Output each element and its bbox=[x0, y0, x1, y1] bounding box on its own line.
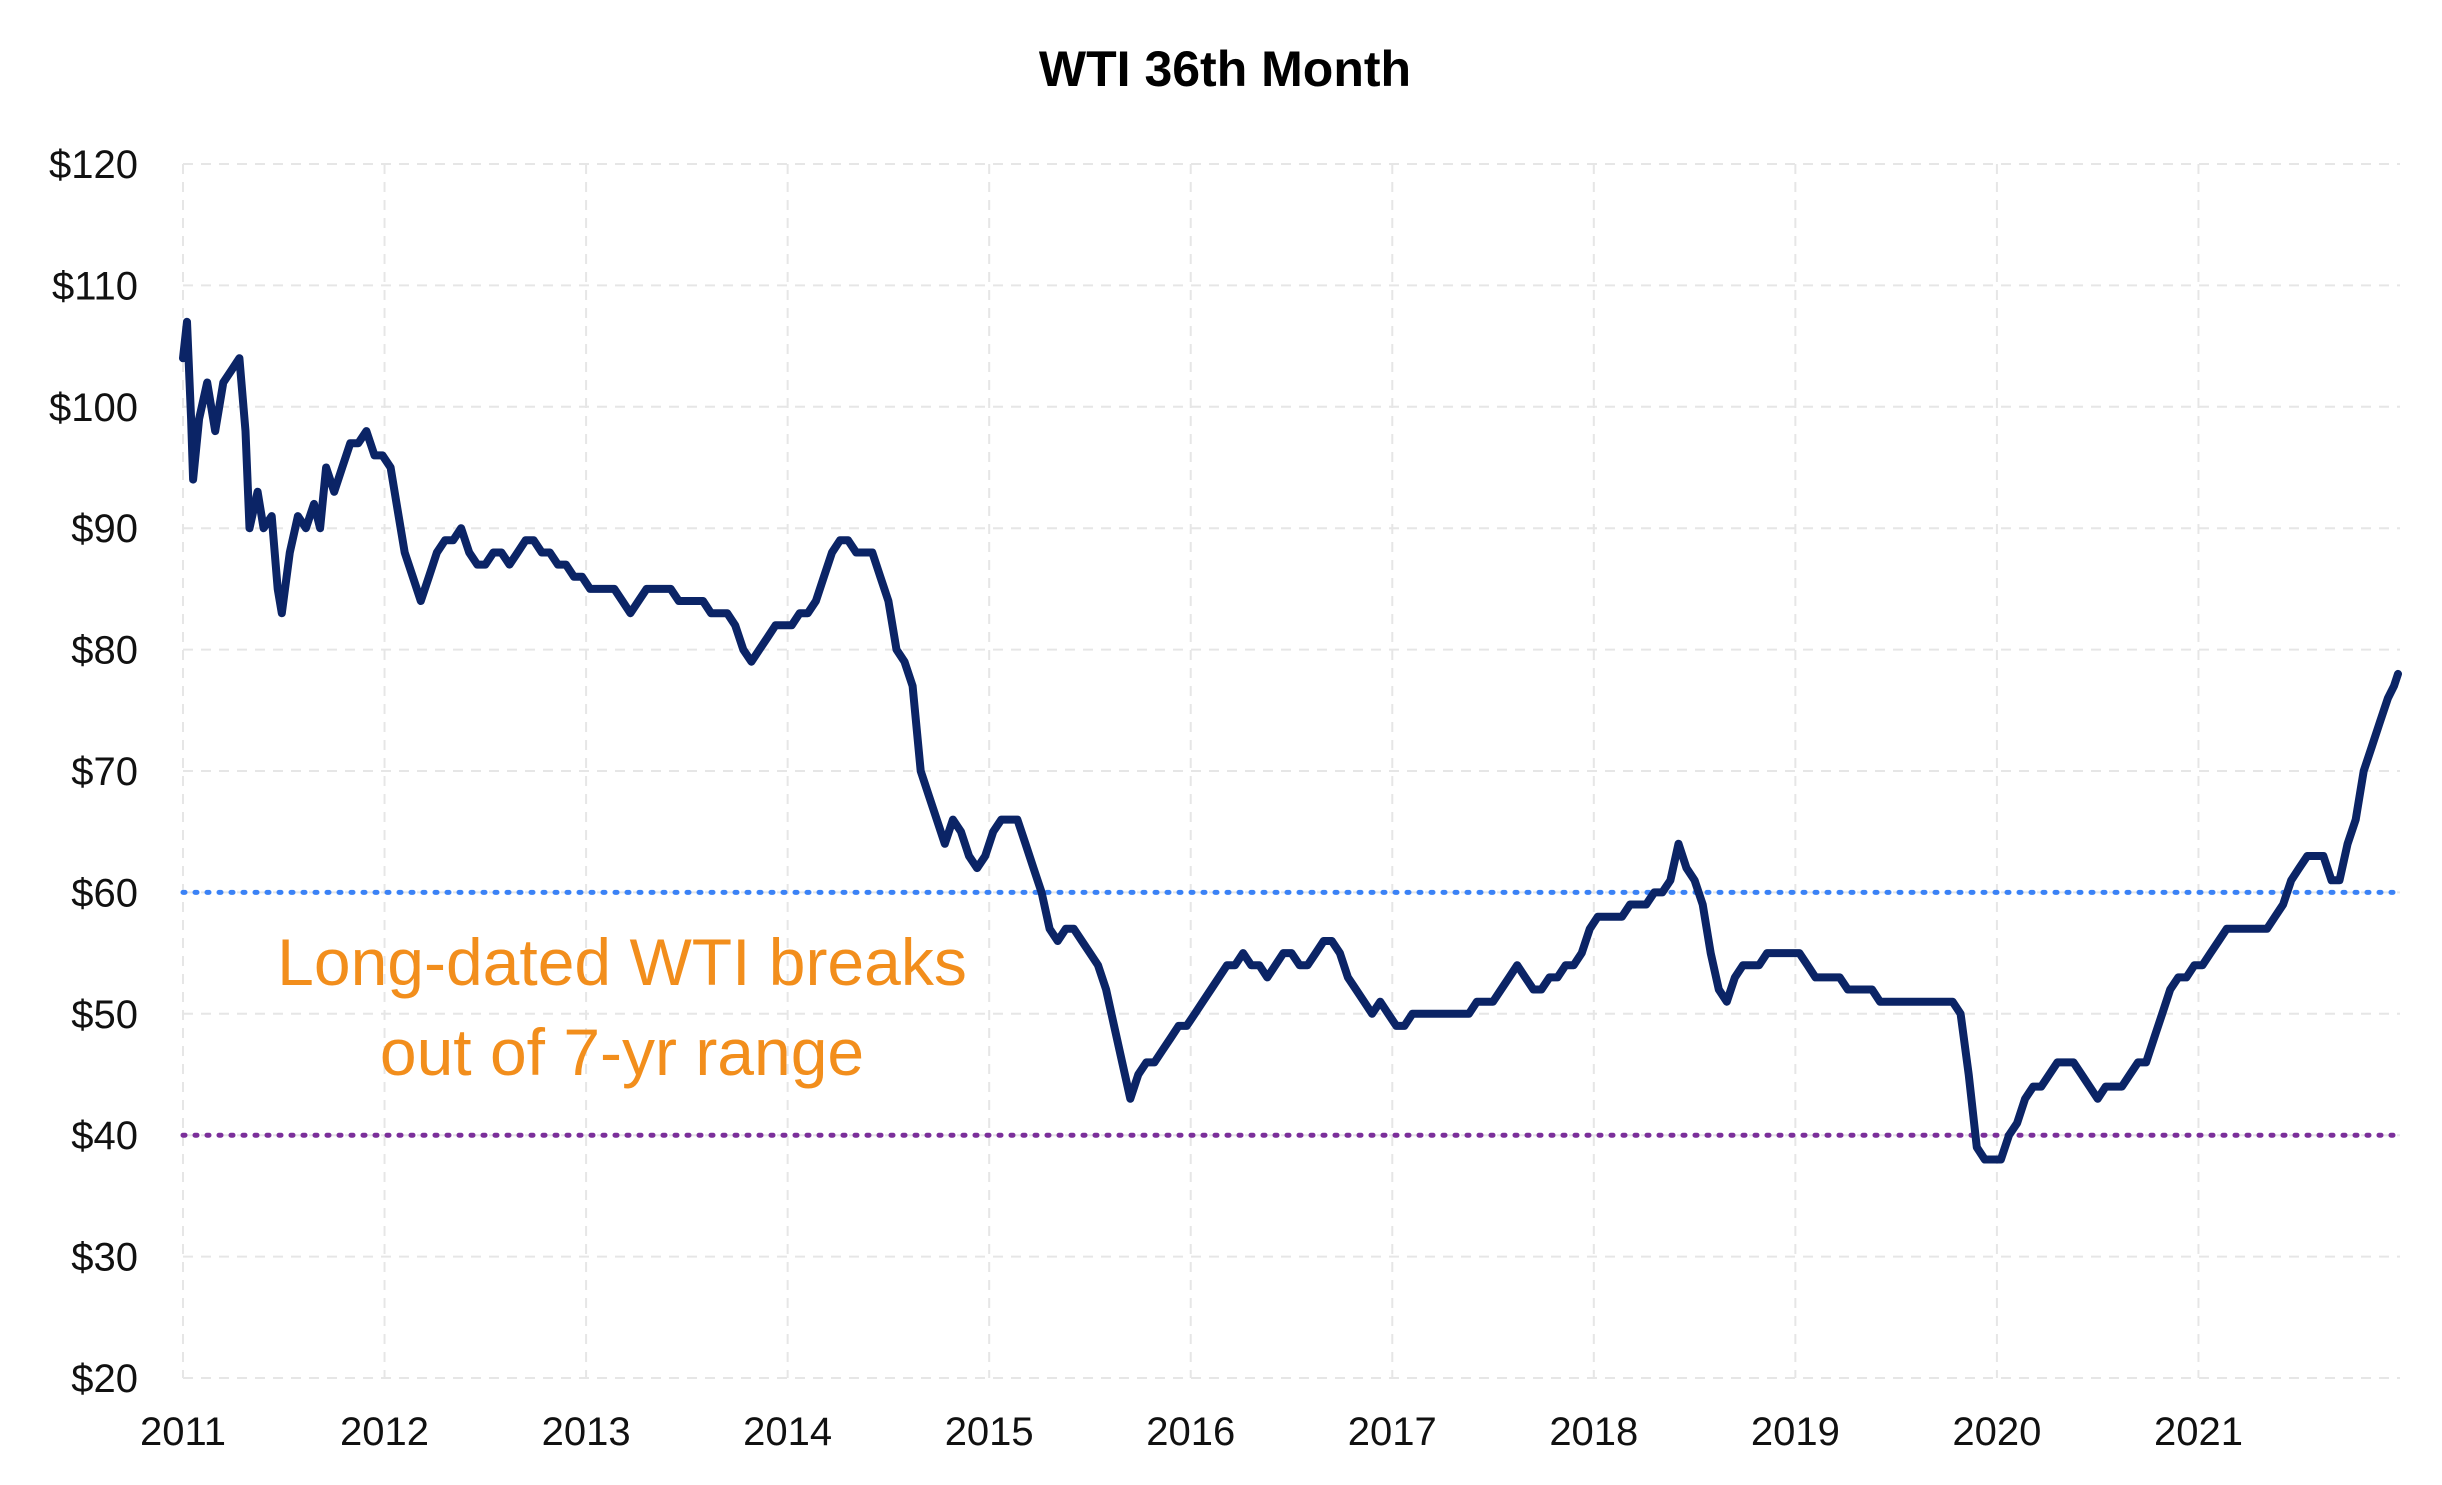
annotation-line-2: out of 7-yr range bbox=[380, 1015, 864, 1089]
reference-lines bbox=[180, 889, 2403, 1138]
x-tick-label: 2011 bbox=[140, 1410, 226, 1454]
y-tick-label: $40 bbox=[71, 1114, 138, 1158]
y-tick-label: $30 bbox=[71, 1236, 138, 1280]
y-tick-label: $70 bbox=[71, 750, 138, 794]
y-tick-label: $100 bbox=[49, 386, 138, 430]
y-tick-label: $90 bbox=[71, 507, 138, 551]
x-tick-label: 2012 bbox=[340, 1410, 429, 1454]
y-tick-label: $50 bbox=[71, 993, 138, 1037]
y-tick-label: $60 bbox=[71, 871, 138, 915]
x-tick-label: 2018 bbox=[1549, 1410, 1638, 1454]
x-tick-label: 2013 bbox=[542, 1410, 631, 1454]
x-tick-label: 2017 bbox=[1348, 1410, 1437, 1454]
chart-title: WTI 36th Month bbox=[1039, 41, 1411, 97]
x-tick-label: 2021 bbox=[2154, 1410, 2243, 1454]
y-tick-label: $110 bbox=[52, 264, 138, 308]
y-tick-label: $80 bbox=[71, 629, 138, 673]
x-tick-label: 2016 bbox=[1146, 1410, 1235, 1454]
series-layer bbox=[179, 317, 2402, 1164]
x-tick-label: 2019 bbox=[1751, 1410, 1840, 1454]
x-axis-ticks: 2011 2012 2013 2014 2015 2016 2017 2018 2019 2020… bbox=[140, 1410, 2243, 1454]
x-tick-label: 2020 bbox=[1952, 1410, 2041, 1454]
x-tick-label: 2014 bbox=[743, 1410, 832, 1454]
grid-lines bbox=[182, 163, 2400, 1379]
y-axis-ticks: $20 $30 $40 $50 $60 $70 $80 $90 $100 $110 $120 bbox=[49, 143, 138, 1401]
y-tick-label: $120 bbox=[49, 143, 138, 187]
y-tick-label: $20 bbox=[71, 1357, 138, 1401]
series-line-0 bbox=[179, 317, 2402, 1164]
x-tick-label: 2015 bbox=[945, 1410, 1034, 1454]
annotation-line-1: Long-dated WTI breaks bbox=[277, 925, 967, 999]
